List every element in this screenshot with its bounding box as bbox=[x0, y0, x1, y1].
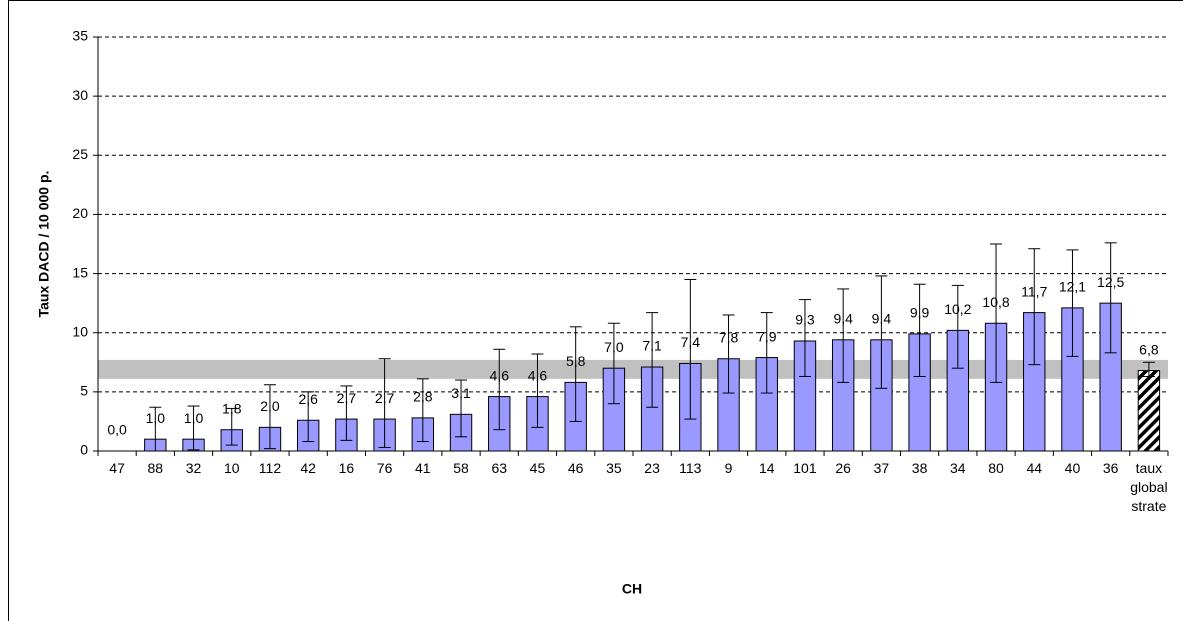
data-label: 10,8 bbox=[982, 294, 1009, 310]
data-label: 7,1 bbox=[642, 338, 662, 354]
y-tick-label: 5 bbox=[80, 383, 88, 399]
data-label: 2,0 bbox=[260, 398, 280, 414]
y-tick-label: 10 bbox=[72, 323, 88, 339]
data-label: 7,9 bbox=[757, 328, 777, 344]
chart-border bbox=[8, 0, 1183, 621]
data-label: 6,8 bbox=[1139, 341, 1159, 357]
x-tick-label: 23 bbox=[644, 460, 660, 476]
data-label: 4,6 bbox=[490, 367, 510, 383]
x-tick-label: 37 bbox=[873, 460, 890, 476]
x-tick-label: taux global strate bbox=[1130, 460, 1168, 514]
x-tick-label: 35 bbox=[606, 460, 622, 476]
y-tick-label: 15 bbox=[72, 264, 88, 280]
x-tick-label: 46 bbox=[567, 460, 584, 476]
x-tick-label: 112 bbox=[258, 460, 282, 476]
data-label: 9,9 bbox=[910, 305, 930, 321]
x-tick-label: 34 bbox=[950, 460, 966, 476]
data-label: 1,0 bbox=[184, 410, 204, 426]
x-tick-label: 10 bbox=[223, 460, 240, 476]
bar bbox=[1137, 370, 1161, 452]
x-tick-label: 45 bbox=[529, 460, 546, 476]
data-label: 12,1 bbox=[1059, 279, 1086, 295]
y-tick-label: 25 bbox=[72, 146, 88, 162]
data-label: 2,8 bbox=[413, 389, 433, 405]
x-tick-label: 16 bbox=[338, 460, 355, 476]
data-label: 9,3 bbox=[795, 312, 815, 328]
data-label: 0,0 bbox=[107, 422, 127, 438]
x-tick-label: 80 bbox=[988, 460, 1004, 476]
x-tick-label: 76 bbox=[376, 460, 393, 476]
data-label: 3,1 bbox=[451, 385, 471, 401]
y-axis-title: Taux DACD / 10 000 p. bbox=[36, 171, 52, 318]
data-label: 7,8 bbox=[719, 329, 739, 345]
y-tick-label: 35 bbox=[72, 28, 88, 44]
y-tick-label: 20 bbox=[72, 205, 88, 221]
y-tick-label: 0 bbox=[80, 442, 88, 458]
x-tick-label: 9 bbox=[724, 460, 733, 476]
data-label: 2,7 bbox=[375, 390, 395, 406]
data-label: 4,6 bbox=[528, 367, 548, 383]
data-label: 11,7 bbox=[1021, 283, 1047, 299]
data-label: 2,6 bbox=[298, 391, 318, 407]
data-label: 9,4 bbox=[833, 311, 853, 327]
reference-band bbox=[98, 359, 1168, 379]
data-label: 7,0 bbox=[604, 339, 624, 355]
x-tick-label: 41 bbox=[415, 460, 431, 476]
data-label: 5,8 bbox=[566, 353, 586, 369]
data-label: 10,2 bbox=[944, 301, 971, 317]
data-label: 9,4 bbox=[872, 311, 892, 327]
x-tick-label: 63 bbox=[491, 460, 508, 476]
x-tick-label: 47 bbox=[109, 460, 125, 476]
x-tick-label: 88 bbox=[147, 460, 164, 476]
x-tick-label: 38 bbox=[911, 460, 928, 476]
x-tick-label: 14 bbox=[758, 460, 775, 476]
data-label: 1,0 bbox=[146, 410, 166, 426]
x-axis-title: CH bbox=[622, 581, 642, 597]
data-label: 7,4 bbox=[681, 334, 701, 350]
x-tick-label: 113 bbox=[679, 460, 702, 476]
data-label: 1,8 bbox=[222, 400, 242, 416]
x-tick-label: 36 bbox=[1102, 460, 1119, 476]
data-label: 2,7 bbox=[337, 390, 357, 406]
data-label: 12,5 bbox=[1097, 274, 1124, 290]
x-tick-label: 42 bbox=[300, 460, 316, 476]
x-tick-label: 58 bbox=[453, 460, 469, 476]
x-tick-label: 32 bbox=[185, 460, 202, 476]
x-tick-label: 101 bbox=[793, 460, 817, 476]
x-tick-label: 26 bbox=[835, 460, 851, 476]
x-tick-label: 44 bbox=[1026, 460, 1043, 476]
y-tick-label: 30 bbox=[72, 87, 88, 103]
x-tick-label: 40 bbox=[1064, 460, 1081, 476]
